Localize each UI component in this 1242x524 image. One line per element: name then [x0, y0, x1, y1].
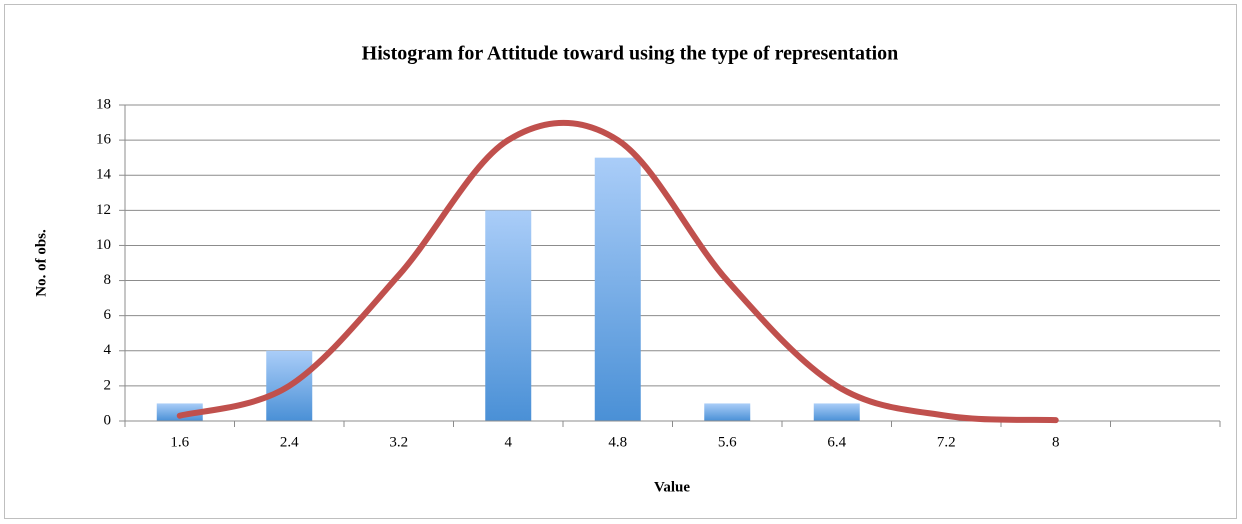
y-tick-label: 4	[104, 342, 112, 358]
x-tick-label: 6.4	[827, 434, 846, 450]
y-tick-label: 18	[96, 96, 111, 112]
y-tick-label: 16	[96, 132, 112, 148]
y-tick-label: 8	[104, 272, 112, 288]
bar	[704, 403, 751, 421]
bar	[485, 210, 532, 421]
bar	[156, 403, 203, 421]
x-tick-label: 8	[1052, 434, 1060, 450]
bar	[594, 157, 641, 421]
x-tick-label: 4.8	[608, 434, 627, 450]
curve	[176, 119, 1059, 424]
chart-title: Histogram for Attitude toward using the …	[362, 43, 899, 65]
y-tick-label: 0	[104, 412, 112, 428]
x-tick-label: 1.6	[170, 434, 189, 450]
y-tick-label: 2	[104, 377, 112, 393]
y-tick-label: 14	[96, 167, 112, 183]
y-tick-label: 6	[104, 307, 112, 323]
bar	[813, 403, 860, 421]
x-tick-label: 3.2	[389, 434, 408, 450]
x-tick-label: 4	[505, 434, 513, 450]
x-tick-label: 2.4	[280, 434, 299, 450]
y-tick-label: 10	[96, 237, 111, 253]
x-axis-label: Value	[654, 479, 690, 495]
x-tick-label: 7.2	[937, 434, 956, 450]
y-axis-label: No. of obs.	[33, 229, 49, 297]
x-tick-label: 5.6	[718, 434, 737, 450]
y-tick-label: 12	[96, 202, 111, 218]
